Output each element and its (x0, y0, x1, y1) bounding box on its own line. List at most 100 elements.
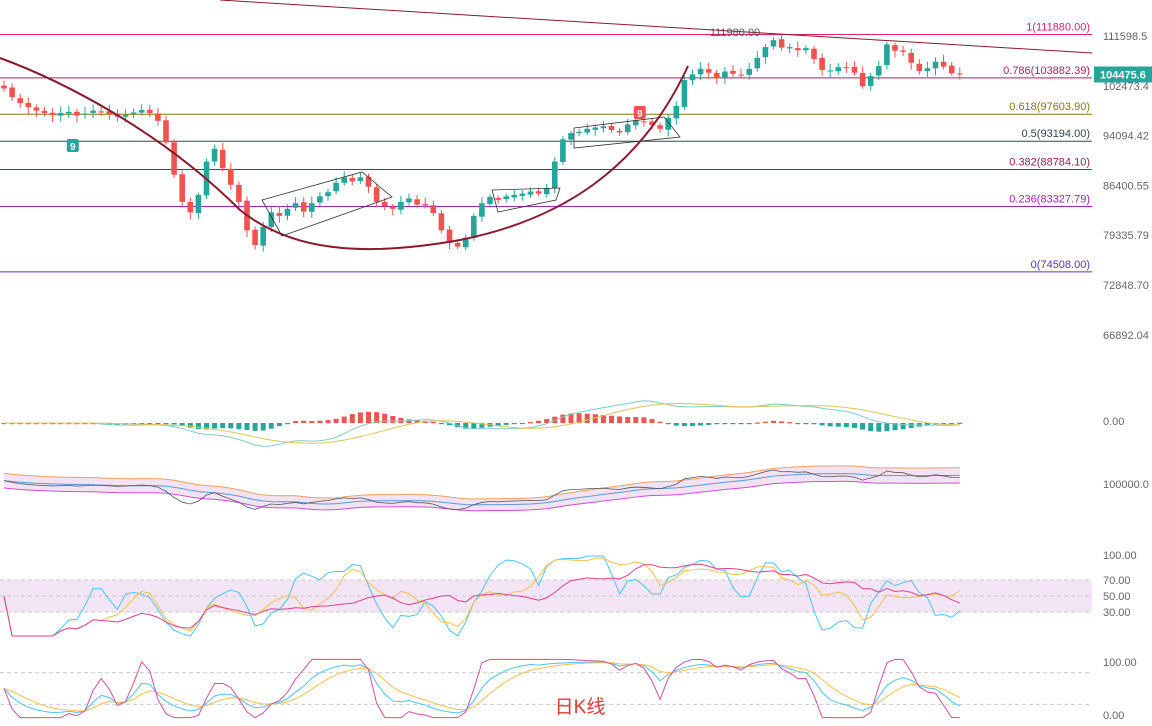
macd-bar (50, 423, 56, 425)
macd-bar (835, 423, 841, 427)
macd-bar (681, 423, 687, 427)
candle-body (268, 212, 275, 227)
macd-bar (398, 417, 404, 423)
rsi-line (3, 563, 960, 637)
candle-body (49, 112, 56, 115)
macd-bar (285, 423, 290, 425)
candle-body (754, 57, 761, 69)
candle-body (665, 117, 671, 130)
candle-body (252, 229, 258, 246)
candle-body (940, 61, 947, 67)
candle-body (236, 184, 242, 202)
macd-bar (74, 423, 80, 425)
price-tick: 111598.5 (1103, 31, 1147, 43)
current-price-label: 104475.6 (1100, 70, 1146, 82)
candle-body (138, 110, 145, 113)
candle-body (25, 102, 32, 108)
price-tick: 94094.42 (1103, 131, 1149, 143)
candle-body (803, 48, 809, 51)
macd-bar (341, 416, 347, 423)
macd-bar (657, 421, 663, 423)
candle-body (147, 109, 153, 114)
fib-label: 0(74508.00) (1031, 259, 1090, 271)
macd-bar (228, 423, 234, 429)
kdj-line (3, 661, 961, 714)
candle-body (681, 79, 688, 107)
candle-body (357, 177, 364, 181)
boll-upper-line (3, 465, 960, 500)
macd-bar (447, 423, 452, 426)
macd-bar (9, 423, 15, 425)
macd-bar (941, 423, 947, 425)
macd-bar (584, 413, 590, 423)
candle-body (957, 73, 963, 75)
resistance-trendline (219, 0, 1093, 54)
candle-body (373, 187, 380, 202)
macd-bar (665, 423, 671, 425)
candle-body (406, 198, 412, 203)
macd-bar (187, 423, 193, 428)
macd-bar (503, 423, 509, 425)
macd-bar (949, 423, 955, 425)
macd-bar (179, 423, 185, 426)
macd-bar (860, 423, 866, 430)
price-candles (1, 34, 963, 252)
candle-body (705, 69, 712, 73)
macd-bar (17, 423, 23, 425)
macd-bar (762, 421, 768, 423)
candle-body (568, 133, 574, 140)
indicator-tick: 0.00 (1103, 416, 1124, 428)
candle-body (900, 50, 906, 52)
candle-body (511, 194, 518, 198)
candle-body (657, 125, 663, 129)
macd-bar (536, 420, 542, 423)
boll-lower-line (3, 480, 960, 512)
macd-bar (698, 423, 704, 426)
candle-body (786, 47, 793, 49)
candle-body (867, 76, 874, 87)
macd-bar (438, 423, 444, 425)
candle-body (179, 174, 185, 202)
fib-label: 0.382(88784.10) (1009, 157, 1090, 169)
macd-bar (738, 423, 744, 425)
macd-bar (430, 421, 436, 424)
kdj-line (3, 658, 960, 719)
candle-body (503, 196, 509, 200)
fib-label: 0.236(83327.79) (1009, 194, 1090, 206)
candle-body (9, 87, 15, 98)
candle-body (422, 203, 428, 206)
price-tick: 66892.04 (1103, 330, 1149, 342)
indicator-tick: 100.00 (1103, 657, 1137, 669)
price-tick: 79335.79 (1103, 230, 1149, 242)
macd-bar (301, 420, 307, 423)
macd-bar (42, 423, 47, 425)
candle-body (365, 176, 372, 187)
candle-body (98, 111, 104, 113)
indicator-tick: 100.00 (1103, 550, 1137, 562)
candle-body (300, 202, 307, 212)
bollinger-panel (3, 465, 960, 512)
candle-body (211, 148, 218, 162)
macd-bar (673, 423, 679, 426)
candle-body (155, 113, 161, 121)
macd-bar (592, 414, 598, 423)
candle-body (219, 149, 226, 169)
candle-body (924, 68, 931, 72)
macd-bar (366, 411, 371, 423)
candle-body (795, 48, 801, 51)
price-tick: 72848.70 (1103, 280, 1149, 292)
macd-bar (333, 418, 339, 423)
macd-bar (625, 416, 631, 423)
macd-panel (1, 400, 963, 447)
macd-bar (309, 421, 315, 423)
candle-body (195, 194, 202, 214)
candle-body (884, 44, 890, 66)
sequence-marker (633, 106, 646, 119)
macd-bar (204, 423, 209, 430)
macd-bar (568, 413, 574, 423)
macd-bar (276, 423, 282, 427)
macd-bar (552, 416, 558, 423)
candle-body (697, 68, 704, 75)
candle-body (495, 197, 501, 200)
